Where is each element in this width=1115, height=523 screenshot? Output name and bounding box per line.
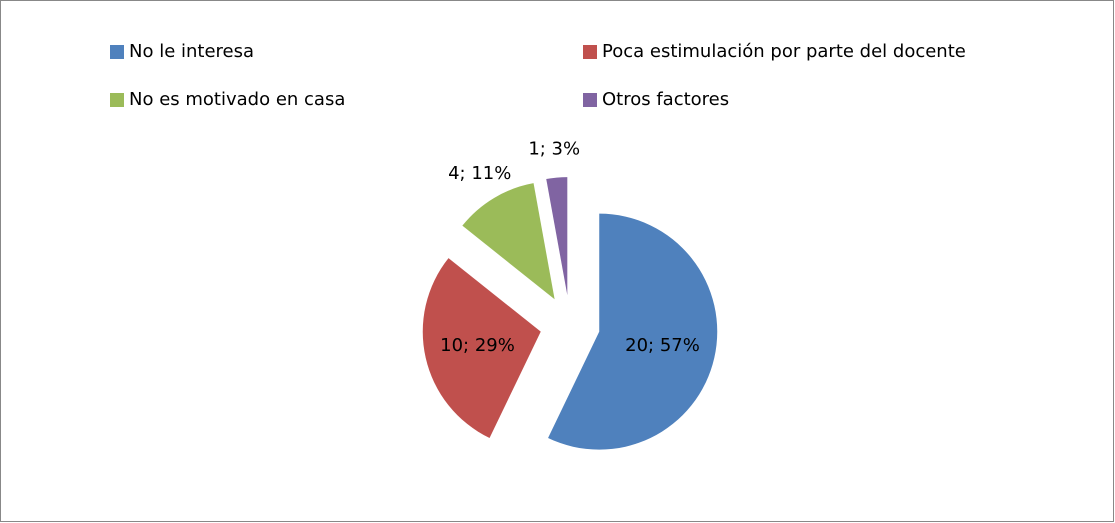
legend-label: No es motivado en casa (129, 89, 345, 110)
pie-slice (462, 183, 555, 300)
pie-slice (546, 177, 568, 296)
legend-swatch (583, 93, 597, 107)
data-label: 1; 3% (528, 139, 580, 160)
legend-label: Otros factores (602, 89, 729, 110)
data-label: 4; 11% (448, 163, 511, 184)
legend-label: Poca estimulación por parte del docente (602, 41, 966, 62)
pie-slice (422, 258, 541, 438)
data-label: 20; 57% (625, 335, 700, 356)
legend-swatch (110, 93, 124, 107)
pie-slice (548, 213, 718, 450)
data-label: 10; 29% (440, 335, 515, 356)
legend-swatch (583, 45, 597, 59)
legend-swatch (110, 45, 124, 59)
legend-label: No le interesa (129, 41, 254, 62)
